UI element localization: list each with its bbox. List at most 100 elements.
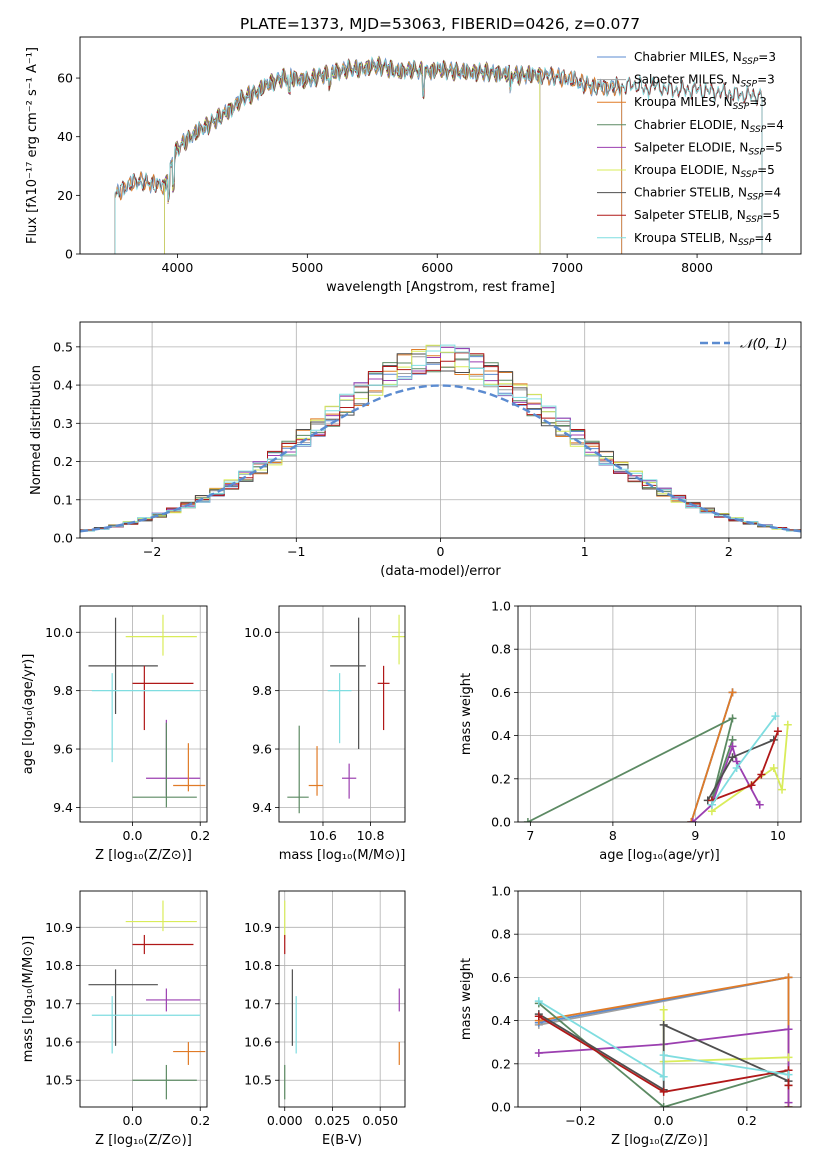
legend-text: Chabrier MILES, N bbox=[634, 50, 742, 64]
weight-marker bbox=[659, 1020, 668, 1029]
legend-text: =4 bbox=[766, 118, 784, 132]
weight-marker bbox=[534, 1049, 543, 1057]
weight-marker bbox=[773, 727, 782, 736]
weight-marker bbox=[732, 764, 741, 772]
x-axis-label: Z [log₁₀(Z/Z⊙)] bbox=[611, 1133, 708, 1148]
legend-text: Salpeter STELIB, N bbox=[634, 208, 746, 222]
x-tick-label: 9 bbox=[691, 828, 699, 843]
y-tick-label: 9.4 bbox=[252, 800, 272, 815]
legend-text: =5 bbox=[762, 208, 780, 222]
weight-marker bbox=[783, 720, 792, 729]
y-tick-label: 9.6 bbox=[252, 742, 272, 757]
x-tick-label: 6000 bbox=[421, 260, 453, 275]
y-tick-label: 10.7 bbox=[244, 996, 272, 1011]
weight-marker bbox=[534, 1012, 543, 1021]
legend-text: Kroupa STELIB, N bbox=[634, 231, 738, 245]
y-tick-label: 9.6 bbox=[53, 742, 73, 757]
weight-marker bbox=[784, 1053, 793, 1062]
x-tick-label: 8000 bbox=[681, 260, 713, 275]
legend-label: Salpeter MILES, NSSP=3 bbox=[634, 73, 775, 90]
weight-marker bbox=[728, 714, 737, 723]
weight-marker bbox=[728, 753, 737, 762]
x-tick-label: 0.0 bbox=[123, 828, 143, 843]
weight-marker bbox=[687, 818, 696, 822]
panel-residuals: −2 −1 0 1 2 0.0 0.1 0.2 0.3 0.4 0.5 𝒩(0, 1) (data-mo… bbox=[29, 321, 802, 579]
x-tick-label: 0.2 bbox=[737, 1113, 757, 1128]
x-tick-label: 8 bbox=[609, 828, 617, 843]
y-tick-label: 0.4 bbox=[53, 378, 73, 393]
legend-text: Salpeter ELODIE, N bbox=[634, 140, 748, 154]
x-tick-label: −1 bbox=[287, 544, 305, 559]
x-tick-label: 0.0 bbox=[123, 1113, 143, 1128]
y-tick-label: 10.6 bbox=[45, 1035, 73, 1050]
legend-text: =4 bbox=[754, 231, 772, 245]
y-tick-label: 0.4 bbox=[491, 728, 511, 743]
legend-text: =3 bbox=[758, 50, 776, 64]
weight-marker bbox=[769, 764, 778, 772]
legend-subscript: SSP bbox=[742, 57, 759, 67]
x-tick-label: 0.050 bbox=[362, 1113, 398, 1128]
axes-frame bbox=[79, 321, 802, 539]
y-axis-label: age [log₁₀(age/yr)] bbox=[21, 654, 36, 775]
panel-mass_vs_Z: 0.0 0.2 10.5 10.6 10.7 10.8 10.9 Z [log₁₀(Z/Z⊙)… bbox=[21, 890, 210, 1148]
weight-marker bbox=[707, 800, 716, 809]
legend-subscript: SSP bbox=[750, 125, 767, 135]
y-axis-label: mass [log₁₀(M/M⊙)] bbox=[21, 936, 36, 1063]
plot-area bbox=[114, 55, 763, 254]
weight-marker bbox=[784, 973, 793, 982]
y-tick-label: 60 bbox=[57, 71, 73, 86]
legend-text: Chabrier ELODIE, N bbox=[634, 118, 750, 132]
y-axis-label: Flux [fλ10⁻¹⁷ erg cm⁻² s⁻¹ A⁻¹] bbox=[25, 47, 40, 244]
y-tick-label: 10.8 bbox=[45, 958, 73, 973]
legend-text: =3 bbox=[757, 73, 775, 87]
legend-label: Chabrier STELIB, NSSP=4 bbox=[634, 186, 781, 203]
legend-subscript: SSP bbox=[746, 215, 763, 225]
y-tick-label: 0.6 bbox=[491, 970, 511, 985]
weight-marker bbox=[688, 818, 697, 822]
axes-frame bbox=[517, 890, 802, 1108]
y-tick-label: 0.4 bbox=[491, 1013, 511, 1028]
weight-line-6 bbox=[711, 724, 789, 812]
plot-area bbox=[80, 344, 801, 534]
weight-line-4 bbox=[527, 716, 734, 822]
residual-histogram-9 bbox=[80, 344, 801, 534]
x-axis-label: age [log₁₀(age/yr)] bbox=[599, 848, 720, 863]
axes-frame bbox=[278, 605, 406, 823]
x-tick-label: 10.6 bbox=[309, 828, 337, 843]
y-tick-label: 0.2 bbox=[491, 1056, 511, 1071]
axes-frame bbox=[517, 605, 802, 823]
y-tick-label: 1.0 bbox=[491, 884, 511, 899]
axes-frame bbox=[79, 36, 802, 255]
legend-subscript: SSP bbox=[738, 238, 755, 248]
plot-area bbox=[523, 688, 792, 822]
x-tick-label: 4000 bbox=[162, 260, 194, 275]
x-tick-label: 2 bbox=[725, 544, 733, 559]
legend-subscript: SSP bbox=[748, 147, 765, 157]
x-tick-label: 5000 bbox=[291, 260, 323, 275]
weight-marker bbox=[659, 1072, 668, 1081]
plot-area bbox=[284, 900, 400, 1100]
y-tick-label: 10.9 bbox=[244, 920, 272, 935]
weight-line-5 bbox=[538, 1028, 790, 1103]
x-tick-label: 10 bbox=[770, 828, 786, 843]
weight-marker bbox=[757, 770, 766, 779]
weight-marker bbox=[784, 1081, 793, 1090]
x-tick-label: 0.0 bbox=[654, 1113, 674, 1128]
weight-marker bbox=[659, 1103, 668, 1107]
y-tick-label: 0.3 bbox=[53, 416, 73, 431]
figure-title: PLATE=1373, MJD=53063, FIBERID=0426, z=0… bbox=[240, 15, 640, 33]
weight-line-3 bbox=[690, 692, 734, 822]
axes-frame bbox=[278, 890, 406, 1108]
y-tick-label: 0.0 bbox=[53, 531, 73, 546]
legend-text: =5 bbox=[765, 140, 783, 154]
legend-subscript: SSP bbox=[747, 193, 764, 203]
legend-text: =4 bbox=[764, 186, 782, 200]
y-tick-label: 10.9 bbox=[45, 920, 73, 935]
y-tick-label: 10.8 bbox=[244, 958, 272, 973]
panel-age_vs_Z: 0.0 0.2 9.4 9.6 9.8 10.0 Z [log₁₀(Z/Z⊙)] age [l… bbox=[21, 605, 210, 863]
x-tick-label: 7 bbox=[526, 828, 534, 843]
weight-marker bbox=[659, 1005, 668, 1014]
x-tick-label: 0 bbox=[437, 544, 445, 559]
y-tick-label: 0.2 bbox=[53, 454, 73, 469]
weight-marker bbox=[523, 818, 532, 822]
